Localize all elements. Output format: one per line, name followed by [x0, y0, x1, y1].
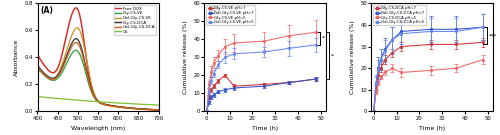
Free DOX	[107, 104, 113, 106]
Y-axis label: Cumulative release (%): Cumulative release (%)	[183, 21, 188, 94]
Gal-Gly-CS-VE	[93, 97, 99, 98]
Gal-Gly-CS-DCA	[134, 108, 140, 109]
Gal-Gly-CS-VE	[156, 109, 162, 111]
Y-axis label: Cumulative release (%): Cumulative release (%)	[350, 21, 355, 94]
Gal-Gly-CS-DCA	[34, 66, 40, 68]
Line: Gal-Gly-CS-DCA: Gal-Gly-CS-DCA	[38, 42, 158, 110]
Free DOX	[156, 109, 162, 111]
X-axis label: Time (h): Time (h)	[419, 126, 445, 131]
Text: *: *	[331, 53, 334, 58]
Line: Free DOX: Free DOX	[38, 8, 158, 110]
CS	[134, 103, 140, 105]
Gly-CS-VE	[93, 99, 99, 101]
Gly-CS-VE	[73, 49, 79, 51]
Line: CS: CS	[38, 97, 158, 105]
Gly-CS-DCA	[100, 103, 106, 105]
X-axis label: Time (h): Time (h)	[252, 126, 278, 131]
Gal-Gly-CS-VE	[134, 108, 140, 110]
Legend: Free DOX, Gly-CS-VE, Gal-Gly-CS-VE, Gly-CS-DCA, Gal-Gly-CS-DCA, CS: Free DOX, Gly-CS-VE, Gal-Gly-CS-VE, Gly-…	[114, 5, 156, 35]
Gal-Gly-CS-VE	[92, 95, 98, 97]
Gly-CS-VE	[156, 109, 162, 111]
CS	[152, 104, 158, 106]
Gly-CS-DCA	[156, 109, 162, 111]
Free DOX	[100, 103, 106, 105]
Gal-Gly-CS-DCA	[156, 109, 162, 111]
Free DOX	[134, 108, 140, 110]
Gly-CS-VE	[153, 109, 159, 111]
X-axis label: Wavelength (nm): Wavelength (nm)	[71, 126, 125, 131]
Text: *: *	[322, 36, 324, 41]
CS	[106, 102, 112, 103]
Y-axis label: Absorbance: Absorbance	[14, 39, 20, 76]
Gly-CS-VE	[34, 67, 40, 69]
CS	[92, 101, 98, 102]
Legend: Gly-CS-DCA pH=7, Gal-Gly-CS-DCA pH=7, Gly-CS-DCA pH=5, Gal-Gly-CS-DCA pH=5: Gly-CS-DCA pH=7, Gal-Gly-CS-DCA pH=7, Gl…	[374, 5, 426, 25]
Gal-Gly-CS-VE	[34, 66, 40, 68]
Gal-Gly-CS-DCA	[73, 42, 79, 43]
Free DOX	[73, 7, 79, 9]
Gly-CS-DCA	[92, 97, 98, 99]
Gly-CS-VE	[92, 98, 98, 100]
CS	[100, 101, 106, 103]
Free DOX	[92, 97, 98, 99]
Gly-CS-VE	[134, 108, 140, 109]
Gly-CS-VE	[100, 103, 106, 105]
Text: (C): (C)	[374, 6, 386, 15]
Free DOX	[153, 109, 159, 111]
Gal-Gly-CS-VE	[153, 109, 159, 111]
Gly-CS-VE	[107, 105, 113, 106]
Gly-CS-DCA	[107, 105, 113, 106]
Free DOX	[34, 54, 40, 55]
Gal-Gly-CS-DCA	[153, 109, 159, 111]
CS	[34, 96, 40, 97]
CS	[156, 104, 162, 106]
Text: ***: ***	[488, 33, 497, 38]
Text: (A): (A)	[40, 6, 53, 15]
Gal-Gly-CS-DCA	[107, 105, 113, 106]
Gal-Gly-CS-DCA	[93, 99, 99, 100]
Gly-CS-DCA	[93, 98, 99, 100]
Text: (B): (B)	[207, 6, 220, 15]
Gly-CS-DCA	[73, 38, 79, 39]
Gal-Gly-CS-VE	[100, 104, 106, 105]
Gal-Gly-CS-VE	[107, 105, 113, 107]
Gly-CS-DCA	[34, 65, 40, 66]
Line: Gly-CS-VE: Gly-CS-VE	[38, 50, 158, 110]
Gal-Gly-CS-DCA	[100, 103, 106, 105]
Gly-CS-DCA	[153, 109, 159, 111]
Line: Gly-CS-DCA: Gly-CS-DCA	[38, 39, 158, 110]
Gly-CS-DCA	[134, 108, 140, 109]
CS	[92, 101, 98, 102]
Free DOX	[93, 99, 99, 100]
Gal-Gly-CS-DCA	[92, 98, 98, 99]
Line: Gal-Gly-CS-VE: Gal-Gly-CS-VE	[38, 28, 158, 110]
Gal-Gly-CS-VE	[74, 27, 80, 28]
Legend: Gly-CS-VE pH=7, Gal-Gly-CS-VE pH=7, Gly-CS-VE pH=5, Gal-Gly-CS-VE pH=5: Gly-CS-VE pH=7, Gal-Gly-CS-VE pH=7, Gly-…	[206, 5, 255, 25]
